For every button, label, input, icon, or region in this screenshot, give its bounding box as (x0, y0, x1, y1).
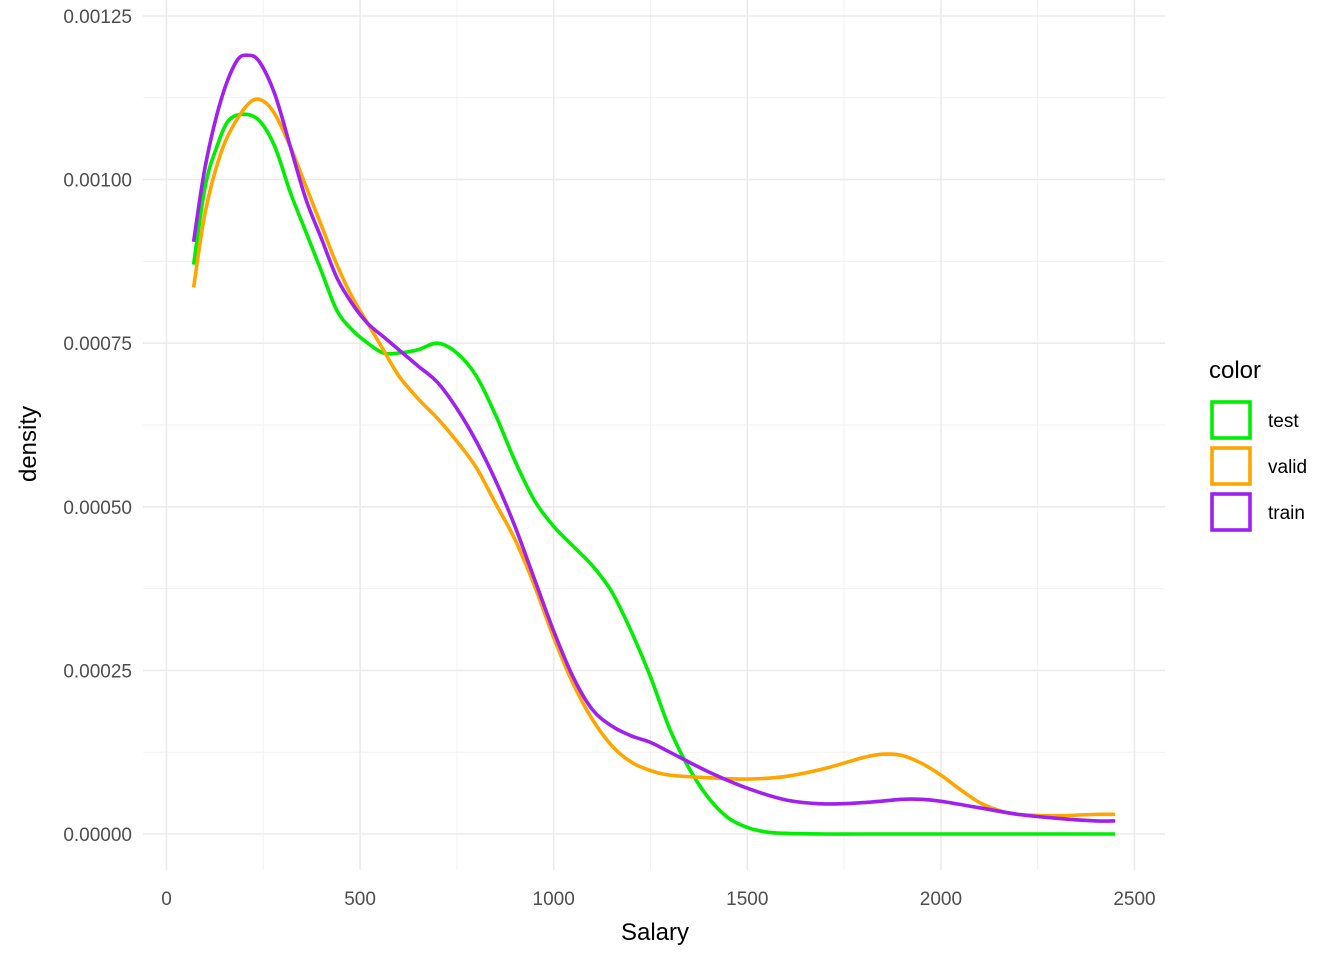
series-lines (191, 53, 1116, 836)
x-tick-label: 2000 (920, 889, 962, 910)
major-gridlines (143, 0, 1165, 870)
y-tick-label: 0.00025 (63, 661, 132, 682)
series-line-test (191, 112, 1116, 836)
series-line-valid (191, 97, 1116, 818)
y-tick-label: 0.00125 (63, 7, 132, 28)
legend-title: color (1209, 357, 1261, 384)
y-tick-label: 0.00050 (63, 498, 132, 519)
x-tick-label: 1000 (533, 889, 575, 910)
legend-item-train: train (1210, 492, 1305, 532)
y-tick-label: 0.00000 (63, 825, 132, 846)
x-tick-label: 500 (344, 889, 376, 910)
x-tick-label: 2500 (1113, 889, 1155, 910)
legend-label-train: train (1268, 503, 1305, 524)
legend: color test valid train (1209, 357, 1307, 532)
y-tick-label: 0.00100 (63, 171, 132, 192)
x-axis-title: Salary (621, 919, 689, 946)
y-axis-title: density (15, 406, 42, 482)
x-tick-label: 1500 (726, 889, 768, 910)
legend-label-test: test (1268, 411, 1299, 432)
minor-gridlines (143, 0, 1165, 870)
legend-key-test (1210, 400, 1252, 440)
y-axis-tick-labels: 0.00000 0.00025 0.00050 0.00075 0.00100 0.001… (63, 7, 132, 846)
legend-item-valid: valid (1210, 446, 1307, 486)
x-tick-label: 0 (161, 889, 172, 910)
y-tick-label: 0.00075 (63, 334, 132, 355)
legend-label-valid: valid (1268, 457, 1307, 478)
legend-key-valid (1210, 446, 1252, 486)
series-line-train (191, 53, 1116, 823)
legend-item-test: test (1210, 400, 1299, 440)
x-axis-tick-labels: 0 500 1000 1500 2000 2500 (161, 889, 1155, 910)
legend-key-train (1210, 492, 1252, 532)
